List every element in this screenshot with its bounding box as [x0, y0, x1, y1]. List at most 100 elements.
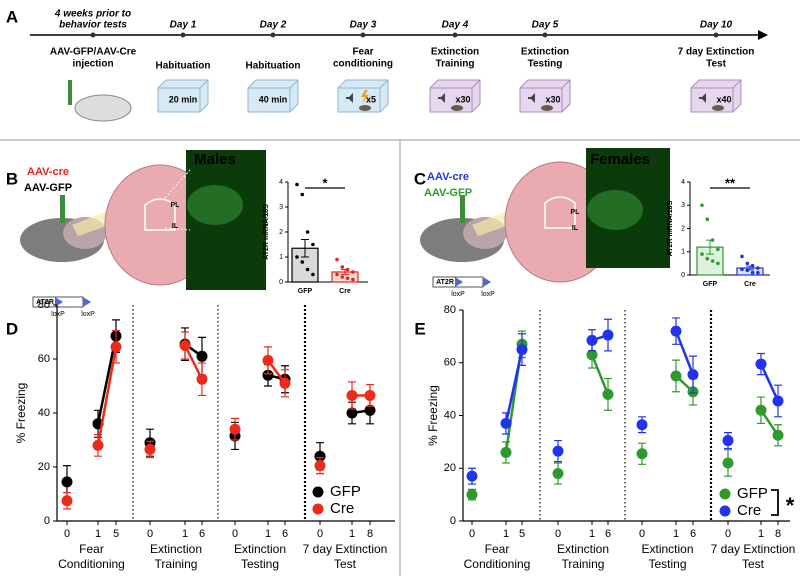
section-title: Males: [194, 151, 236, 168]
construct-label: loxP: [51, 311, 65, 318]
chamber-label: x30: [545, 94, 560, 104]
x-tick-label: 6: [690, 528, 696, 540]
x-tick-label: 0: [232, 528, 238, 540]
data-point: [552, 445, 564, 457]
x-tick-label: 0: [317, 528, 323, 540]
construct-label: loxP: [481, 291, 495, 298]
chamber-label: x5: [366, 94, 376, 104]
day-label: Day 5: [532, 20, 559, 31]
data-point: [262, 354, 274, 366]
x-tick-label: 6: [199, 528, 205, 540]
data-point: [710, 238, 715, 242]
data-point: [636, 448, 648, 460]
timeline-dot: [360, 32, 366, 38]
mouse-icon: [712, 105, 724, 111]
group-label: 7 day Extinction: [303, 542, 388, 556]
y-tick-label: 20: [444, 462, 456, 474]
data-point: [345, 276, 350, 281]
group-label: Test: [742, 557, 765, 571]
day-label: Day 3: [350, 20, 377, 31]
data-point: [295, 182, 299, 187]
x-tick-label: 1: [758, 528, 764, 540]
data-point: [196, 350, 208, 362]
significance-label: *: [786, 493, 795, 518]
significance-label: *: [322, 175, 328, 190]
shock-icon: [361, 90, 369, 104]
chamber: [519, 79, 571, 113]
chamber-label: x40: [716, 94, 731, 104]
day-label: 4 weeks prior to: [54, 9, 131, 20]
data-point: [364, 389, 376, 401]
timeline-dot: [90, 32, 96, 38]
syringe: [68, 80, 72, 105]
event-label: Habituation: [246, 61, 301, 72]
x-tick-label: 1: [349, 528, 355, 540]
legend-text: AAV-cre: [27, 166, 69, 178]
legend-text: GFP: [737, 485, 768, 502]
mouse-icon: [359, 105, 371, 111]
data-point: [516, 344, 528, 356]
panel-label: D: [6, 319, 18, 338]
data-point: [340, 265, 345, 269]
y-tick-label: 3: [279, 204, 283, 211]
construct-label: loxP: [451, 291, 465, 298]
x-tick-label: GFP: [298, 288, 313, 295]
mouse-icon: [451, 105, 463, 111]
event-label: Fear: [352, 47, 373, 58]
legend-text: Cre: [737, 502, 761, 519]
group-label: Testing: [648, 557, 686, 571]
data-point: [750, 270, 755, 275]
x-tick-label: 0: [555, 528, 561, 540]
data-point: [552, 468, 564, 480]
data-point: [500, 417, 512, 429]
data-point: [61, 495, 73, 507]
x-tick-label: 0: [725, 528, 731, 540]
data-point: [295, 255, 299, 259]
series-line: [759, 363, 780, 402]
event-label: Testing: [528, 59, 563, 70]
legend-marker: [312, 503, 324, 515]
y-tick-label: 40: [444, 409, 456, 421]
event-label: conditioning: [333, 59, 393, 70]
data-point: [364, 404, 376, 416]
series-line: [183, 344, 204, 380]
data-point: [700, 203, 704, 208]
y-tick-label: 3: [681, 202, 685, 209]
data-point: [745, 261, 750, 266]
data-point: [311, 242, 315, 247]
event-label: Training: [436, 59, 475, 70]
y-tick-label: 4: [681, 179, 685, 186]
group-label: Training: [562, 557, 605, 571]
data-point: [722, 457, 734, 469]
legend-marker: [719, 488, 731, 500]
data-point: [755, 404, 767, 416]
y-tick-label: 2: [279, 229, 283, 236]
data-point: [466, 489, 478, 501]
data-point: [61, 476, 73, 488]
data-point: [314, 460, 326, 472]
panel-label: B: [6, 169, 18, 188]
legend-text: AAV-GFP: [24, 182, 72, 194]
data-point: [346, 407, 358, 419]
data-point: [351, 270, 355, 274]
x-tick-label: 0: [639, 528, 645, 540]
series-line: [96, 346, 118, 446]
region-label: IL: [572, 225, 579, 232]
event-label: Test: [706, 59, 726, 70]
chamber-label: 20 min: [169, 94, 198, 104]
data-point: [756, 266, 760, 270]
error-bar: [301, 239, 309, 258]
y-tick-label: 0: [279, 279, 283, 286]
x-tick-label: 8: [775, 528, 781, 540]
y-tick-label: 80: [444, 304, 456, 316]
x-tick-label: 6: [282, 528, 288, 540]
data-point: [311, 272, 315, 277]
data-point: [300, 192, 305, 197]
x-tick-label: 0: [469, 528, 475, 540]
data-point: [305, 230, 310, 234]
x-tick-label: 1: [589, 528, 595, 540]
x-tick-label: 1: [503, 528, 509, 540]
legend-text: GFP: [330, 483, 361, 500]
data-point: [196, 373, 208, 385]
